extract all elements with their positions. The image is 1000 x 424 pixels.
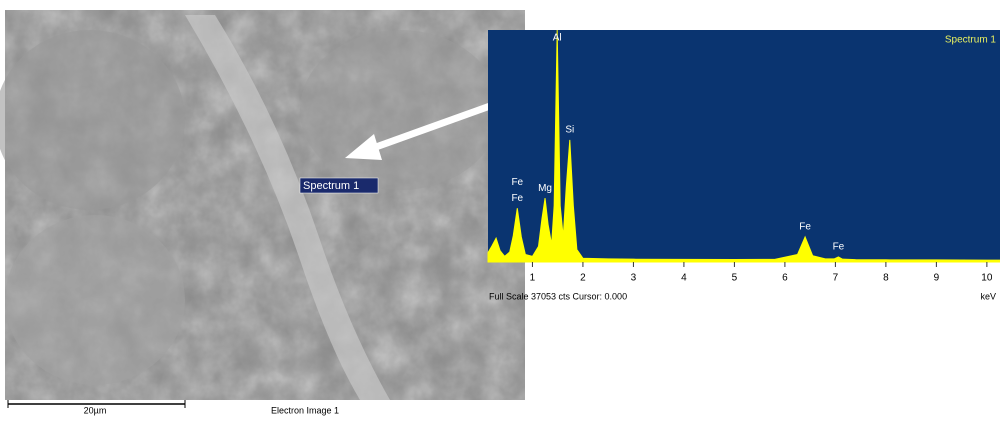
x-axis-label: keV (980, 291, 996, 301)
x-tick-label: 2 (580, 273, 586, 284)
x-tick-label: 10 (981, 273, 993, 284)
x-tick-label: 8 (883, 273, 889, 284)
peak-label: Fe (799, 222, 811, 233)
arrow-head (345, 134, 382, 160)
sem-ridge (185, 15, 390, 400)
spectrum-title: Spectrum 1 (945, 35, 997, 46)
peak-label: Al (553, 33, 562, 44)
x-tick-label: 7 (833, 273, 839, 284)
sem-image: Spectrum 1 (0, 10, 525, 400)
peak-label: Fe (511, 177, 523, 188)
sem-grain (0, 30, 185, 210)
peak-label: Mg (538, 183, 552, 194)
peak-label: Fe (833, 242, 845, 253)
x-tick-label: 3 (631, 273, 637, 284)
x-tick-label: 4 (681, 273, 687, 284)
peak-label: Fe (511, 193, 523, 204)
scale-bar-label: 20µm (84, 405, 107, 415)
sem-grain (300, 30, 500, 190)
sem-grain (5, 215, 185, 385)
x-tick-label: 9 (934, 273, 940, 284)
x-tick-label: 6 (782, 273, 788, 284)
x-tick-label: 5 (732, 273, 738, 284)
image-caption: Electron Image 1 (271, 405, 339, 415)
spectrum-marker-box (299, 177, 379, 194)
peak-label: Si (565, 125, 574, 136)
spectrum-marker: Spectrum 1 (303, 180, 359, 192)
spectrum-area (487, 29, 1000, 263)
spectrum-footer: Full Scale 37053 cts Cursor: 0.000 (489, 291, 627, 301)
x-tick-label: 1 (530, 273, 536, 284)
